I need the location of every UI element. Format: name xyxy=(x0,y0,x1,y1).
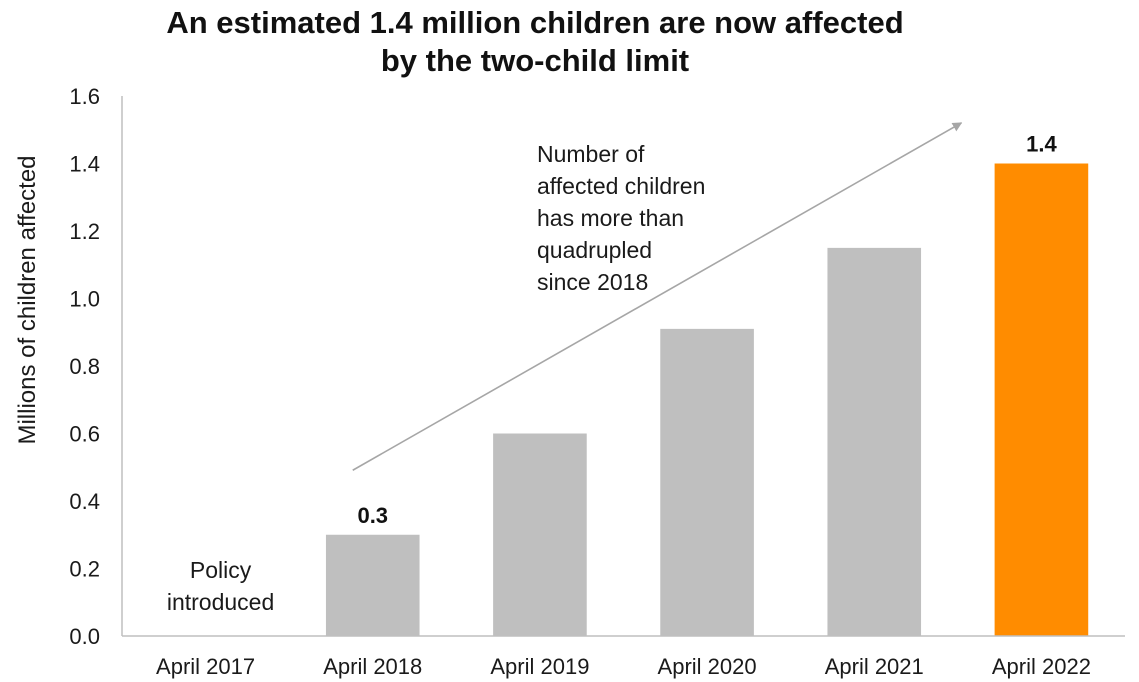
x-tick-label: April 2022 xyxy=(992,654,1091,679)
bar-april-2020 xyxy=(660,328,754,636)
bar-april-2019 xyxy=(493,433,587,636)
bar-april-2022 xyxy=(994,163,1089,636)
note-line: since 2018 xyxy=(537,269,648,295)
y-axis-title: Millions of children affected xyxy=(14,155,41,444)
x-tick-label: April 2020 xyxy=(658,654,757,679)
y-tick-label: 0.8 xyxy=(69,354,100,379)
trend-note: Number of affected children has more than q… xyxy=(537,141,705,295)
bars xyxy=(325,163,1089,636)
note-line: Policy xyxy=(190,557,252,583)
chart-title-line-2: by the two-child limit xyxy=(380,43,690,78)
x-tick-label: April 2019 xyxy=(490,654,589,679)
bar-april-2021 xyxy=(827,247,922,636)
y-tick-label: 1.0 xyxy=(69,287,100,312)
note-line: quadrupled xyxy=(537,237,652,263)
bar-april-2018 xyxy=(325,534,420,636)
y-tick-label: 0.4 xyxy=(69,489,100,514)
trend-arrow xyxy=(352,122,963,471)
policy-introduced-note: Policy introduced xyxy=(167,557,274,615)
note-line: Number of xyxy=(537,141,645,167)
note-line: affected children xyxy=(537,173,705,199)
y-tick-label: 0.6 xyxy=(69,422,100,447)
data-label: 1.4 xyxy=(1026,132,1057,157)
y-axis: 0.0 0.2 0.4 0.6 0.8 1.0 1.2 1.4 1.6 xyxy=(69,84,123,649)
annotations: Policy introduced Number of affected childr… xyxy=(167,122,963,615)
x-axis: April 2017 April 2018 April 2019 April 2020… xyxy=(122,635,1125,679)
y-tick-label: 0.0 xyxy=(69,624,100,649)
note-line: introduced xyxy=(167,589,274,615)
y-tick-label: 0.2 xyxy=(69,557,100,582)
chart-title-line-1: An estimated 1.4 million children are no… xyxy=(166,5,904,40)
y-tick-label: 1.2 xyxy=(69,219,100,244)
data-label: 0.3 xyxy=(357,503,388,528)
note-line: has more than xyxy=(537,205,684,231)
chart-title: An estimated 1.4 million children are no… xyxy=(0,4,1070,80)
y-tick-label: 1.6 xyxy=(69,84,100,109)
y-tick-label: 1.4 xyxy=(69,152,100,177)
x-tick-label: April 2018 xyxy=(323,654,422,679)
x-tick-label: April 2017 xyxy=(156,654,255,679)
x-tick-label: April 2021 xyxy=(825,654,924,679)
data-labels: 0.3 1.4 xyxy=(357,132,1057,528)
